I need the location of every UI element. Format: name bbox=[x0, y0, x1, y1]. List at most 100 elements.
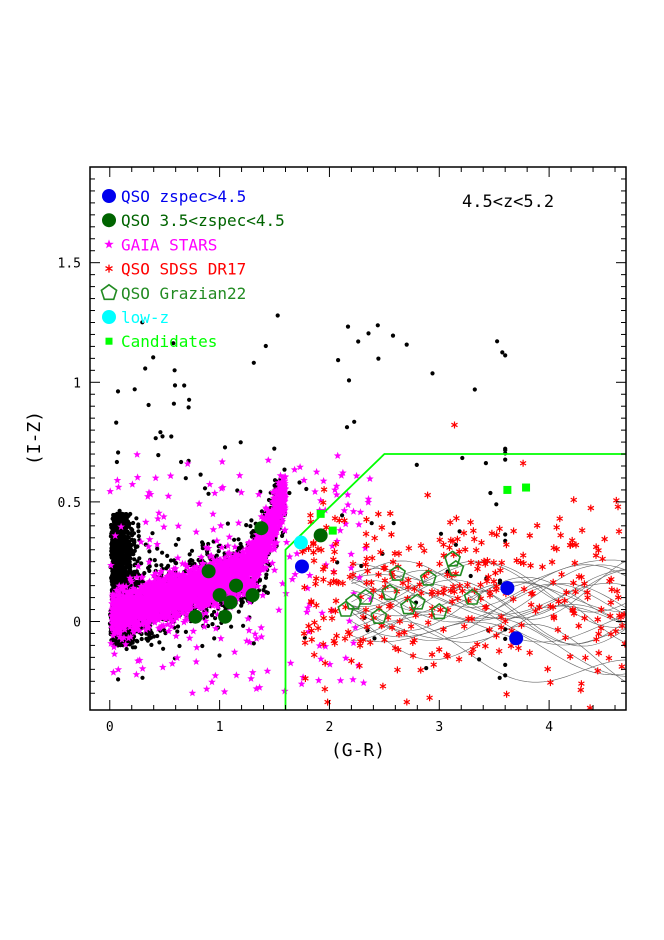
black-star-point bbox=[110, 582, 115, 587]
model-track-line bbox=[351, 563, 626, 608]
gaia-star-point bbox=[247, 548, 256, 556]
gaia-star-point bbox=[209, 510, 217, 518]
black-star-point bbox=[140, 579, 145, 584]
gaia-star-point bbox=[120, 633, 128, 641]
black-star-point bbox=[132, 634, 137, 639]
gaia-star-point bbox=[155, 509, 163, 517]
black-star-point bbox=[359, 563, 364, 569]
black-star-point bbox=[468, 573, 473, 579]
gaia-star-point bbox=[151, 573, 160, 581]
black-star-point bbox=[136, 522, 141, 527]
black-star-point bbox=[121, 531, 126, 536]
gaia-star-point bbox=[189, 627, 198, 635]
gaia-star-point bbox=[311, 487, 319, 495]
gaia-star-point bbox=[212, 624, 220, 632]
black-star-point bbox=[150, 531, 155, 536]
black-star-point bbox=[119, 519, 125, 525]
black-star-point bbox=[488, 490, 493, 496]
gaia-star-point bbox=[134, 562, 142, 570]
black-star-point bbox=[127, 562, 133, 567]
gaia-star-point bbox=[208, 678, 216, 686]
gaia-star-point bbox=[109, 668, 118, 676]
model-track-line bbox=[351, 560, 626, 620]
black-star-point bbox=[202, 486, 208, 491]
black-star-point bbox=[183, 569, 188, 574]
black-star-point bbox=[128, 511, 133, 517]
black-star-point bbox=[236, 548, 241, 554]
black-star-point bbox=[264, 572, 269, 577]
black-star-point bbox=[152, 558, 157, 563]
gaia-star-point bbox=[164, 492, 173, 500]
black-star-point bbox=[200, 540, 205, 545]
model-track-line bbox=[351, 605, 626, 640]
black-star-point bbox=[125, 531, 130, 536]
gaia-star-point bbox=[137, 537, 145, 546]
black-star-point bbox=[165, 553, 170, 559]
gaia-star-point bbox=[199, 559, 207, 567]
black-star-point bbox=[111, 540, 116, 546]
black-star-point bbox=[119, 534, 124, 539]
black-star-point bbox=[149, 642, 154, 648]
gaia-star-point bbox=[202, 685, 211, 693]
gaia-star-point bbox=[189, 564, 197, 573]
black-star-point bbox=[259, 509, 264, 514]
black-star-point bbox=[131, 552, 136, 557]
gaia-star-point bbox=[255, 683, 264, 691]
black-star-point bbox=[114, 459, 119, 465]
gaia-star-point bbox=[361, 544, 370, 552]
gaia-star-point bbox=[135, 587, 143, 595]
black-star-point bbox=[171, 341, 176, 346]
gaia-star-point bbox=[126, 574, 134, 582]
gaia-star-point bbox=[165, 627, 173, 635]
gaia-star-point bbox=[142, 518, 150, 526]
gaia-star-point bbox=[115, 581, 123, 590]
gaia-star-point bbox=[347, 550, 355, 558]
gaia-star-point bbox=[198, 610, 206, 618]
black-star-point bbox=[127, 642, 132, 647]
gaia-star-point bbox=[196, 595, 204, 604]
black-star-point bbox=[182, 383, 187, 388]
gaia-star-point bbox=[364, 495, 373, 503]
gaia-star-point bbox=[129, 625, 137, 633]
black-star-point bbox=[236, 609, 241, 614]
gaia-star-point bbox=[251, 538, 259, 546]
black-star-point bbox=[119, 569, 124, 574]
gaia-star-point bbox=[349, 675, 357, 683]
gaia-star-point bbox=[276, 471, 285, 479]
gaia-star-point bbox=[145, 577, 154, 585]
black-star-point bbox=[109, 522, 114, 528]
gaia-star-point bbox=[209, 525, 218, 533]
gaia-star-point bbox=[352, 471, 361, 480]
black-star-point bbox=[248, 524, 253, 529]
black-star-point bbox=[206, 541, 211, 547]
black-star-point bbox=[430, 371, 435, 376]
gaia-star-point bbox=[145, 488, 153, 496]
black-star-point bbox=[261, 588, 266, 593]
black-star-point bbox=[238, 541, 243, 547]
black-star-point bbox=[122, 513, 127, 518]
gaia-star-point bbox=[202, 609, 210, 617]
black-star-point bbox=[139, 636, 144, 642]
black-star-point bbox=[116, 677, 121, 682]
gaia-star-point bbox=[243, 636, 251, 645]
gaia-star-point bbox=[312, 467, 321, 476]
black-star-point bbox=[209, 613, 215, 618]
gaia-star-point bbox=[154, 514, 162, 522]
gaia-star-point bbox=[163, 572, 171, 580]
black-star-point bbox=[477, 657, 482, 662]
black-star-point bbox=[117, 560, 122, 566]
gaia-star-point bbox=[245, 626, 253, 634]
gaia-star-point bbox=[118, 622, 126, 630]
black-star-point bbox=[124, 556, 129, 562]
gaia-star-point bbox=[224, 541, 232, 550]
model-track-line bbox=[351, 611, 626, 683]
black-star-point bbox=[172, 383, 178, 388]
gaia-star-point bbox=[331, 485, 339, 494]
black-star-point bbox=[154, 563, 159, 568]
gaia-star-point bbox=[188, 689, 197, 697]
black-star-point bbox=[503, 353, 508, 358]
black-star-point bbox=[114, 558, 119, 563]
black-star-point bbox=[187, 552, 192, 557]
gaia-star-point bbox=[118, 635, 126, 643]
gaia-star-point bbox=[220, 687, 229, 695]
